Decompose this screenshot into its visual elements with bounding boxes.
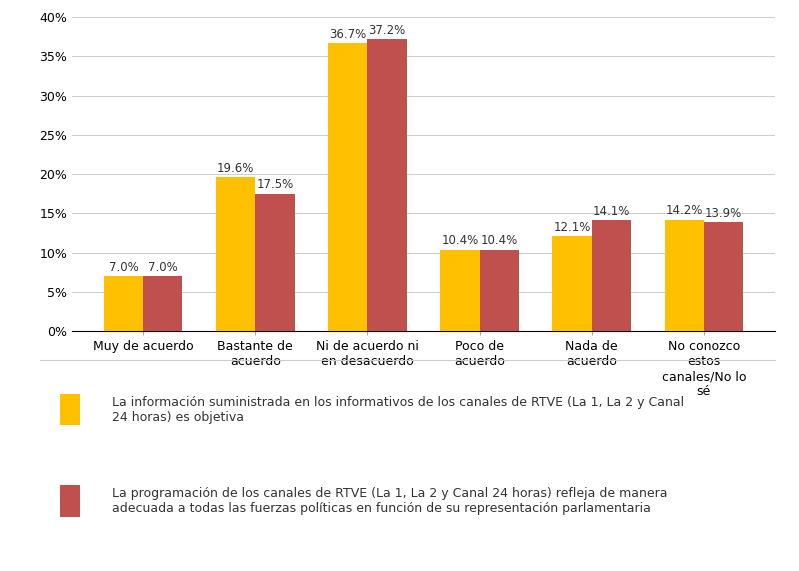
Bar (552, 236, 592, 331)
Text: 10.4%: 10.4% (480, 234, 518, 247)
Bar (255, 194, 295, 331)
Text: La información suministrada en los informativos de los canales de RTVE (La 1, La: La información suministrada en los infor… (112, 396, 684, 424)
Text: 7.0%: 7.0% (148, 261, 177, 274)
Bar (440, 250, 479, 331)
Bar (704, 222, 743, 331)
Bar (479, 250, 519, 331)
Bar (368, 39, 407, 331)
Text: 14.2%: 14.2% (666, 204, 703, 218)
Text: La programación de los canales de RTVE (La 1, La 2 y Canal 24 horas) refleja de : La programación de los canales de RTVE (… (112, 487, 667, 516)
Text: 7.0%: 7.0% (109, 261, 138, 274)
Text: 37.2%: 37.2% (368, 24, 406, 37)
Text: 17.5%: 17.5% (256, 178, 293, 191)
Text: 10.4%: 10.4% (441, 234, 479, 247)
Text: 13.9%: 13.9% (705, 207, 742, 220)
Text: 36.7%: 36.7% (329, 27, 367, 41)
Text: 14.1%: 14.1% (593, 205, 630, 218)
Bar (216, 177, 255, 331)
Bar (143, 276, 182, 331)
Text: 12.1%: 12.1% (554, 221, 590, 234)
Bar (592, 220, 631, 331)
Text: 19.6%: 19.6% (217, 162, 254, 175)
Bar (104, 276, 143, 331)
Bar (328, 43, 368, 331)
Bar (665, 220, 704, 331)
